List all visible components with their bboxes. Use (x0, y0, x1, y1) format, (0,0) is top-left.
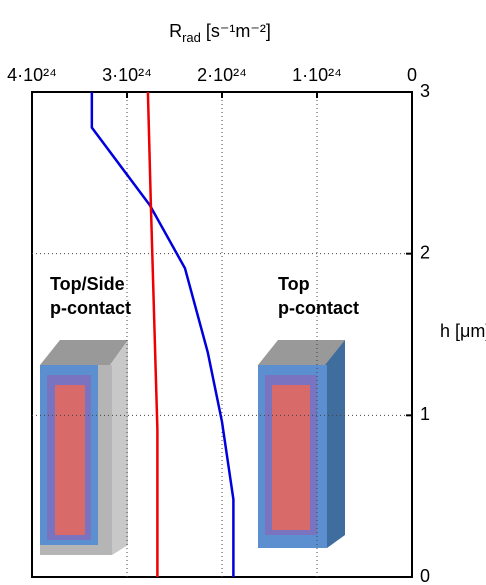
x-tick-label: 3·10²⁴ (102, 65, 152, 85)
chart: Rrad [s⁻¹m⁻²] h [μm] 4·10²⁴ 3·10²⁴ 2·10²⁴ 1… (0, 0, 486, 585)
x-tick-label: 4·10²⁴ (7, 65, 57, 85)
annotation: p-contact (278, 298, 359, 318)
x-tick-label: 0 (407, 65, 417, 85)
y-tick-label: 1 (420, 404, 430, 424)
annotation: p-contact (50, 298, 131, 318)
device-top-side (40, 340, 128, 555)
page: {"chart_data": {"type": "line", "x_label… (0, 0, 486, 585)
device-top (258, 340, 345, 548)
y-axis-label: h [μm] (440, 321, 486, 341)
x-label-rest: [s⁻¹m⁻²] (201, 21, 271, 41)
x-axis-label: Rrad [s⁻¹m⁻²] (169, 21, 271, 46)
annotation: Top (278, 274, 310, 294)
x-label-sub: rad (182, 30, 201, 45)
annotation: Top/Side (50, 274, 125, 294)
y-tick-label: 3 (420, 81, 430, 101)
series-line (148, 92, 158, 577)
y-tick-label: 2 (420, 242, 430, 262)
y-tick-label: 0 (420, 566, 430, 585)
x-label-main: R (169, 21, 182, 41)
x-tick-label: 2·10²⁴ (197, 65, 247, 85)
x-tick-label: 1·10²⁴ (292, 65, 342, 85)
